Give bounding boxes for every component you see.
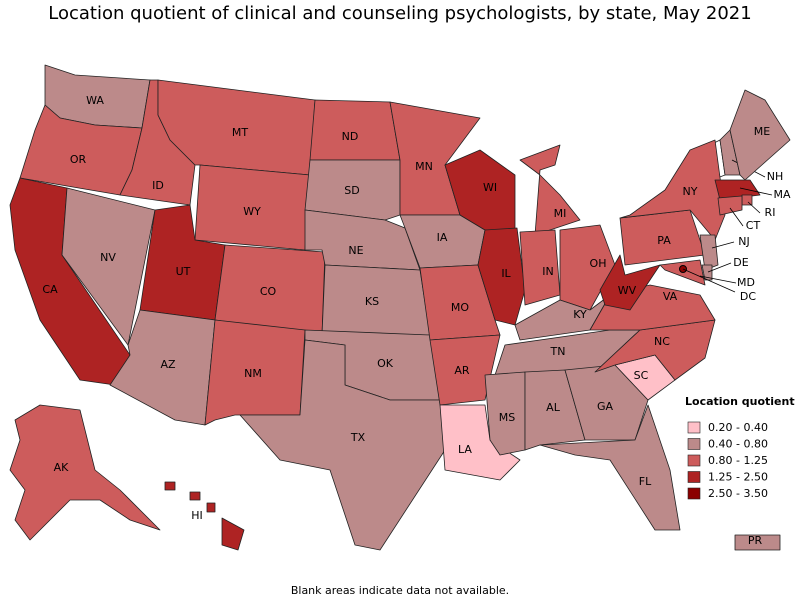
state-label: IL bbox=[501, 267, 511, 280]
leader-line bbox=[739, 187, 773, 196]
legend-title: Location quotient bbox=[685, 395, 795, 408]
state bbox=[717, 195, 743, 216]
state bbox=[61, 187, 156, 346]
state-label: NJ bbox=[738, 235, 749, 248]
state-label: GA bbox=[597, 400, 614, 413]
state-label: CA bbox=[42, 283, 58, 296]
state bbox=[429, 334, 501, 406]
state-label: WA bbox=[86, 94, 104, 107]
legend-label: 0.80 - 1.25 bbox=[708, 454, 768, 467]
state bbox=[701, 264, 713, 281]
state bbox=[524, 369, 586, 451]
state-label: DE bbox=[733, 256, 748, 269]
state bbox=[484, 371, 526, 456]
state bbox=[419, 264, 501, 341]
state-label: NH bbox=[767, 170, 784, 183]
state-label: MS bbox=[499, 411, 515, 424]
leader-line bbox=[707, 262, 732, 273]
legend: 0.20 - 0.40 0.40 - 0.80 0.80 - 1.25 1.25 - … bbox=[687, 421, 768, 500]
state-label: MI bbox=[554, 207, 567, 220]
state-label: RI bbox=[765, 206, 776, 219]
state-label: NE bbox=[348, 244, 363, 257]
state bbox=[164, 481, 176, 491]
leader-line bbox=[682, 268, 736, 293]
state-label: NC bbox=[654, 335, 670, 348]
state-label: NM bbox=[244, 367, 262, 380]
state bbox=[699, 234, 719, 271]
state-label: NY bbox=[683, 185, 698, 198]
state-label: ME bbox=[754, 125, 770, 138]
legend-swatch bbox=[687, 471, 701, 483]
state-label: HI bbox=[191, 509, 203, 522]
state-label: DC bbox=[740, 290, 756, 303]
state-label: IN bbox=[542, 265, 553, 278]
state bbox=[439, 404, 521, 481]
state-label: TN bbox=[550, 345, 566, 358]
state bbox=[539, 404, 681, 531]
states: WA OR CA NV ID MT WY UT AZ CO NM ND SD NE KS OK TX MN IA MO… bbox=[9, 64, 791, 551]
leader-line bbox=[729, 207, 744, 227]
map-title: Location quotient of clinical and counse… bbox=[48, 3, 751, 24]
leader-line bbox=[711, 241, 735, 249]
legend-label: 0.40 - 0.80 bbox=[708, 438, 768, 451]
legend-swatch bbox=[687, 438, 701, 450]
state-label: MA bbox=[773, 188, 790, 201]
legend-label: 0.20 - 0.40 bbox=[708, 421, 768, 434]
state-label: UT bbox=[176, 265, 191, 278]
leader-line bbox=[699, 275, 737, 284]
state bbox=[189, 491, 201, 501]
footnote: Blank areas indicate data not available. bbox=[291, 584, 509, 597]
state bbox=[734, 534, 781, 551]
state-label: MN bbox=[415, 160, 433, 173]
state bbox=[619, 139, 726, 241]
state-label: IA bbox=[437, 231, 448, 244]
state-label: MD bbox=[737, 276, 755, 289]
state-label: NV bbox=[100, 251, 116, 264]
legend-swatch bbox=[687, 421, 701, 434]
state-label: WV bbox=[618, 284, 637, 297]
state bbox=[206, 502, 216, 513]
state-label: CT bbox=[746, 219, 761, 232]
state bbox=[519, 144, 581, 236]
state-label: WY bbox=[243, 205, 261, 218]
state-label: KS bbox=[365, 295, 379, 308]
state bbox=[239, 339, 446, 551]
state bbox=[741, 194, 753, 206]
state bbox=[304, 159, 401, 221]
state-label: VA bbox=[663, 290, 678, 303]
state-label: AZ bbox=[160, 358, 176, 371]
leader-line bbox=[747, 201, 761, 214]
state-label: MO bbox=[451, 301, 469, 314]
state-label: SD bbox=[344, 184, 359, 197]
state-label: ND bbox=[342, 130, 359, 143]
legend-swatch bbox=[687, 487, 701, 500]
state bbox=[729, 89, 791, 181]
state-label: CO bbox=[260, 285, 277, 298]
legend-label: 2.50 - 3.50 bbox=[708, 487, 768, 500]
state-label: LA bbox=[458, 443, 472, 456]
state-label: ID bbox=[152, 179, 164, 192]
state-label: PA bbox=[657, 234, 671, 247]
state-label: OH bbox=[590, 257, 607, 270]
state-label: OR bbox=[70, 153, 87, 166]
state-label: OK bbox=[377, 357, 394, 370]
state-label: MT bbox=[232, 126, 248, 139]
state bbox=[9, 404, 161, 541]
legend-swatch bbox=[687, 454, 701, 467]
state-label: FL bbox=[639, 475, 652, 488]
legend-label: 1.25 - 2.50 bbox=[708, 471, 768, 484]
state bbox=[519, 229, 561, 306]
state-label: WI bbox=[483, 181, 497, 194]
state-label: SC bbox=[634, 369, 649, 382]
state-label: TX bbox=[350, 431, 366, 444]
state-label: AL bbox=[546, 401, 561, 414]
state-label: AR bbox=[454, 364, 470, 377]
state bbox=[221, 517, 245, 551]
state-label: AK bbox=[54, 461, 70, 474]
state-label: KY bbox=[573, 308, 587, 321]
state-label: PR bbox=[748, 534, 763, 547]
